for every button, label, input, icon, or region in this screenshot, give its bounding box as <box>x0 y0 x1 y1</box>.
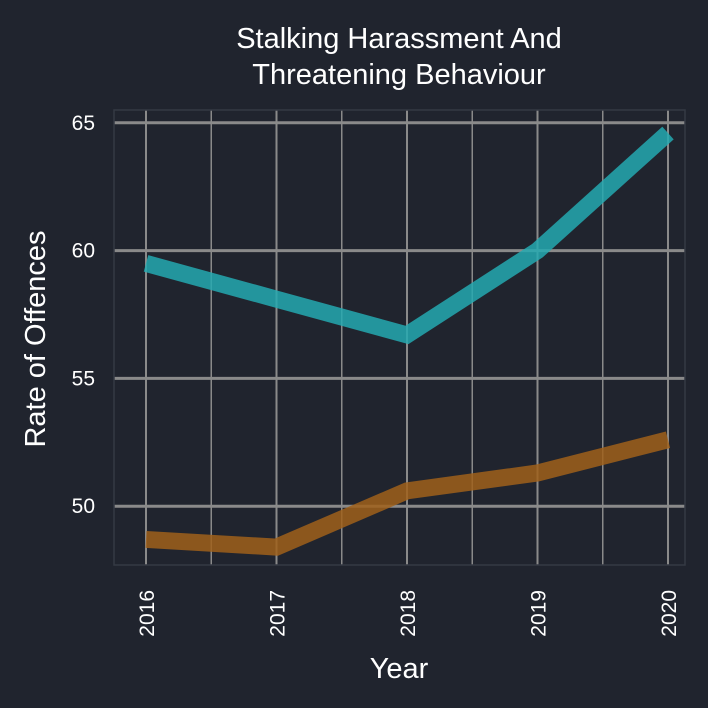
x-tick-label: 2020 <box>658 590 681 637</box>
x-tick-label: 2019 <box>528 590 551 637</box>
plot-panel-border <box>113 109 686 566</box>
y-tick-label: 65 <box>72 112 95 135</box>
series-group <box>143 126 674 556</box>
series-line-2 <box>145 431 671 556</box>
x-tick-label: 2017 <box>267 590 290 637</box>
chart-title-line-2: Threatening Behaviour <box>252 59 546 91</box>
y-tick-labels: 50 55 60 65 <box>72 112 95 518</box>
x-tick-label: 2018 <box>397 590 420 637</box>
y-tick-label: 55 <box>72 367 95 390</box>
x-tick-labels: 2016 2017 2018 2019 2020 <box>136 590 681 637</box>
chart-title-line-1: Stalking Harassment And <box>236 23 562 55</box>
y-tick-label: 50 <box>72 495 95 518</box>
y-tick-label: 60 <box>72 240 95 263</box>
grid <box>114 110 685 565</box>
y-axis-title: Rate of Offences <box>20 230 52 447</box>
series-line-1 <box>143 126 674 345</box>
x-tick-label: 2016 <box>136 590 159 637</box>
x-axis-title: Year <box>370 653 429 685</box>
